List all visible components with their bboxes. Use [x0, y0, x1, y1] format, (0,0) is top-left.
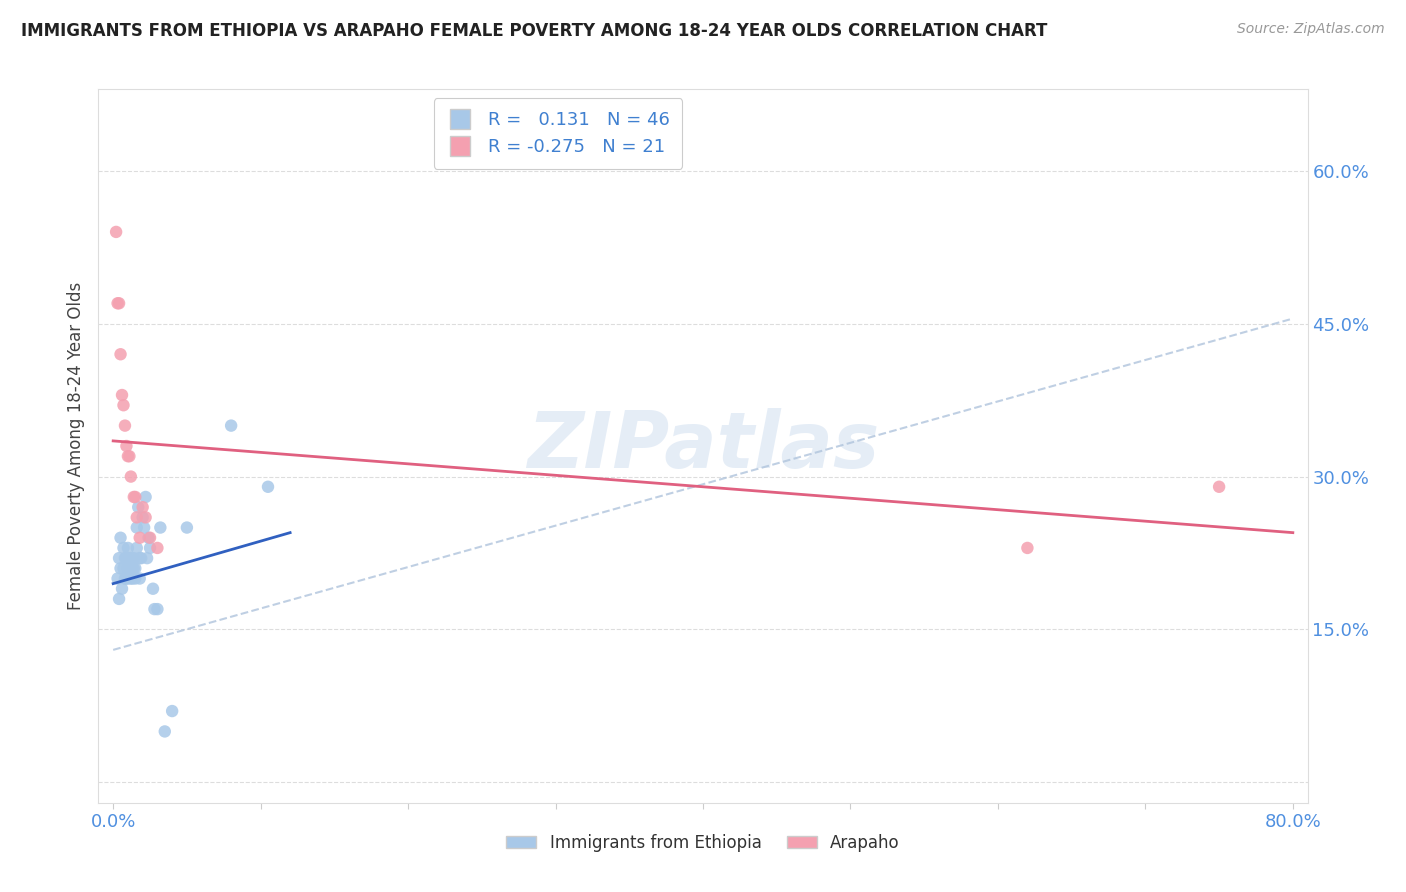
Point — [112, 541, 135, 555]
Point — [107, 572, 129, 586]
Point — [128, 572, 150, 586]
Point — [108, 296, 131, 310]
Point — [115, 551, 138, 566]
Point — [124, 561, 146, 575]
Point — [120, 469, 142, 483]
Point — [120, 572, 142, 586]
Point — [257, 480, 280, 494]
Legend: Immigrants from Ethiopia, Arapaho: Immigrants from Ethiopia, Arapaho — [499, 828, 907, 859]
Point — [110, 561, 132, 575]
Text: Source: ZipAtlas.com: Source: ZipAtlas.com — [1237, 22, 1385, 37]
Point — [149, 520, 172, 534]
Point — [111, 388, 134, 402]
Point — [105, 225, 128, 239]
Point — [139, 541, 162, 555]
Point — [128, 551, 150, 566]
Point — [108, 591, 131, 606]
Point — [1017, 541, 1039, 555]
Point — [122, 490, 145, 504]
Text: ZIPatlas: ZIPatlas — [527, 408, 879, 484]
Point — [136, 551, 159, 566]
Point — [125, 520, 148, 534]
Point — [117, 541, 139, 555]
Point — [121, 561, 143, 575]
Point — [118, 561, 141, 575]
Point — [117, 561, 139, 575]
Point — [146, 541, 169, 555]
Point — [117, 572, 139, 586]
Point — [135, 490, 157, 504]
Point — [138, 531, 160, 545]
Point — [139, 531, 162, 545]
Point — [110, 347, 132, 361]
Point — [219, 418, 242, 433]
Point — [120, 551, 142, 566]
Point — [121, 572, 143, 586]
Point — [117, 449, 139, 463]
Point — [127, 500, 149, 515]
Point — [124, 572, 146, 586]
Point — [111, 582, 134, 596]
Point — [160, 704, 183, 718]
Point — [112, 561, 135, 575]
Point — [125, 510, 148, 524]
Point — [108, 551, 131, 566]
Point — [118, 449, 141, 463]
Point — [112, 398, 135, 412]
Point — [118, 551, 141, 566]
Point — [129, 551, 152, 566]
Y-axis label: Female Poverty Among 18-24 Year Olds: Female Poverty Among 18-24 Year Olds — [66, 282, 84, 610]
Point — [176, 520, 198, 534]
Point — [135, 510, 157, 524]
Point — [114, 572, 136, 586]
Point — [153, 724, 176, 739]
Point — [142, 582, 165, 596]
Point — [115, 439, 138, 453]
Point — [125, 541, 148, 555]
Point — [122, 551, 145, 566]
Point — [114, 551, 136, 566]
Point — [107, 296, 129, 310]
Point — [122, 561, 145, 575]
Point — [131, 500, 153, 515]
Point — [124, 490, 146, 504]
Point — [146, 602, 169, 616]
Point — [128, 531, 150, 545]
Point — [131, 510, 153, 524]
Point — [134, 520, 156, 534]
Point — [110, 531, 132, 545]
Point — [1208, 480, 1230, 494]
Point — [115, 572, 138, 586]
Point — [114, 418, 136, 433]
Text: IMMIGRANTS FROM ETHIOPIA VS ARAPAHO FEMALE POVERTY AMONG 18-24 YEAR OLDS CORRELA: IMMIGRANTS FROM ETHIOPIA VS ARAPAHO FEMA… — [21, 22, 1047, 40]
Point — [143, 602, 166, 616]
